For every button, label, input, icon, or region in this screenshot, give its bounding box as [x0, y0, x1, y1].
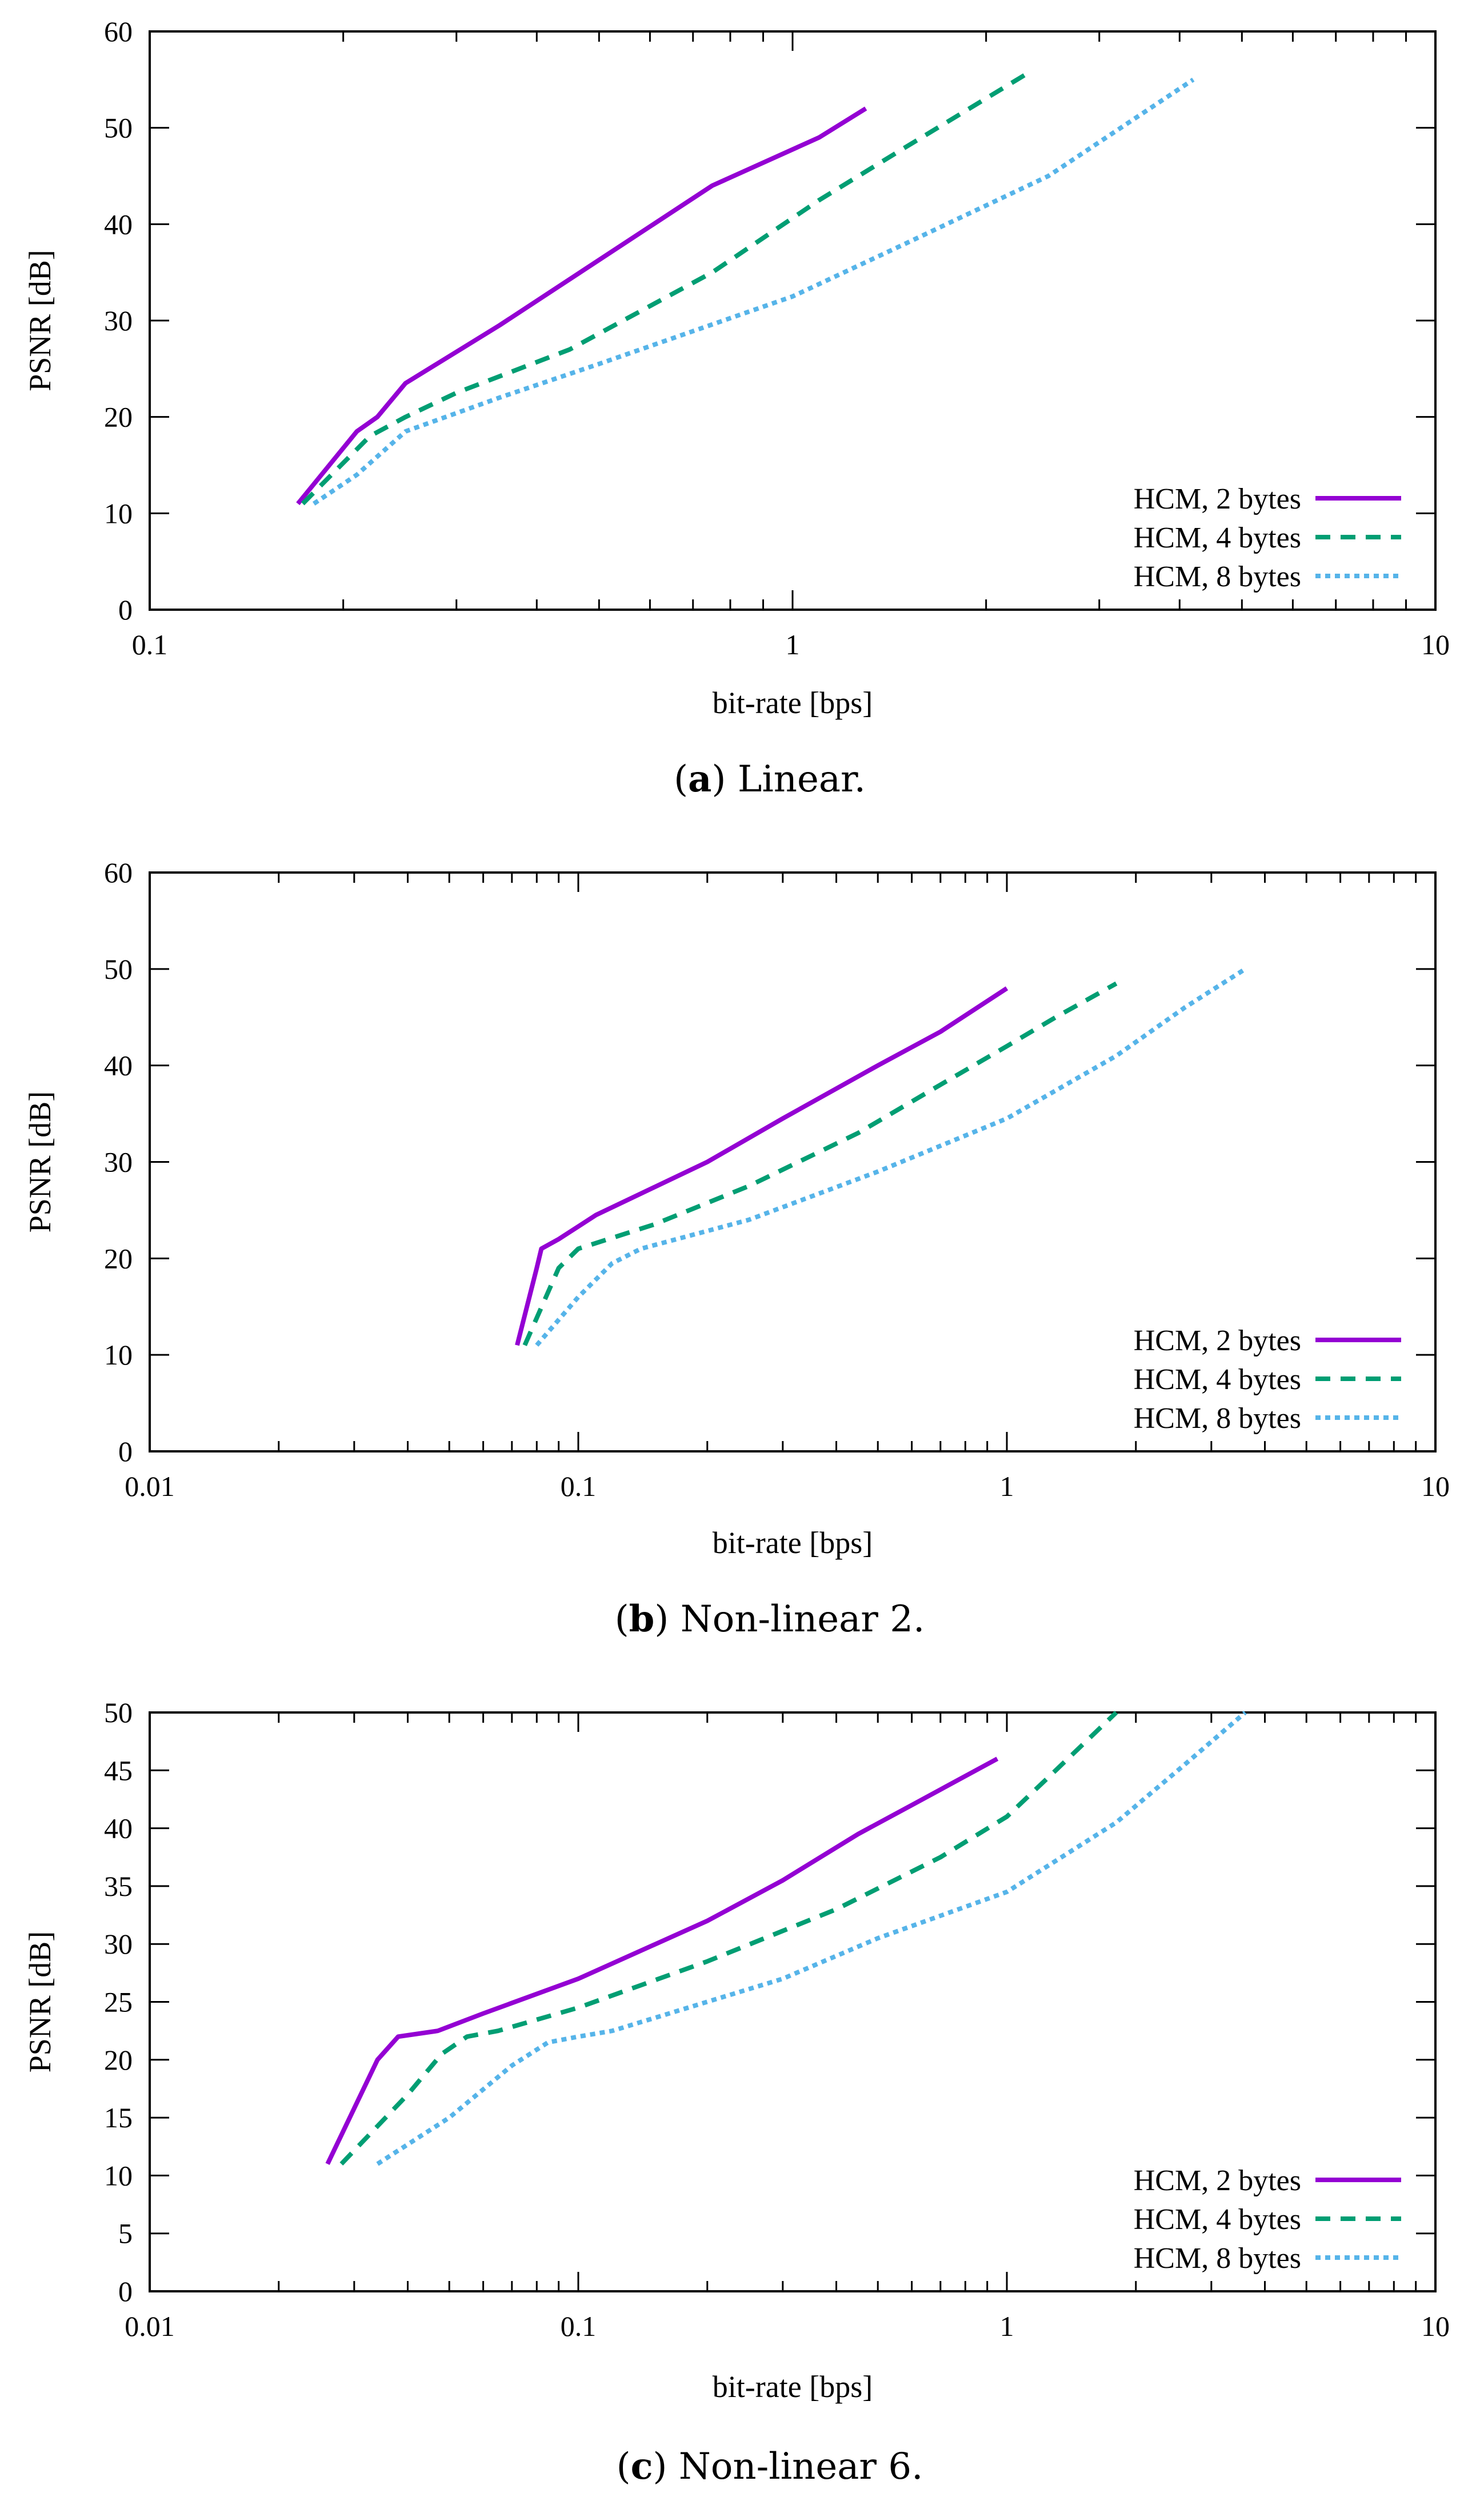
y-tick-label: 5	[118, 2218, 133, 2250]
y-tick-label: 40	[104, 208, 133, 240]
series-line-3	[312, 77, 1195, 506]
y-tick-label: 60	[104, 15, 133, 47]
x-tick-label: 0.01	[125, 1470, 175, 1502]
legend-label: HCM, 2 bytes	[1134, 483, 1301, 515]
caption: (c) Non-linear 6.	[617, 2445, 923, 2488]
legend-label: HCM, 2 bytes	[1134, 1324, 1301, 1357]
series-line-1	[325, 1756, 999, 2165]
caption: (b) Non-linear 2.	[615, 1598, 925, 1640]
x-tick-label: 0.1	[132, 629, 168, 661]
x-axis-label: bit-rate [bps]	[713, 2370, 873, 2404]
y-axis-label: PSNR [dB]	[23, 250, 57, 391]
chart-panel-a: 0.1 1 10 0 10 20 30 40 50 60 bit-rate [bps] PSNR [d…	[23, 15, 1450, 801]
y-tick-label: 50	[104, 1696, 133, 1728]
y-tick-label: 20	[104, 2044, 133, 2076]
caption: (a) Linear.	[674, 758, 866, 801]
legend-label: HCM, 2 bytes	[1134, 2164, 1301, 2197]
chart-panel-b: 0.01 0.1 1 10 0 10 20 30 40 50 60 bit-rate [bps] PSN…	[23, 857, 1450, 1640]
y-tick-label: 0	[118, 594, 133, 626]
y-tick-label: 10	[104, 1339, 133, 1371]
y-tick-label: 30	[104, 1928, 133, 1960]
y-tick-label: 10	[104, 497, 133, 529]
chart-panel-c: 0.01 0.1 1 10 0 5 10 15 20 25 30 35 40 45 50 bit-rate […	[23, 1696, 1450, 2488]
legend-label: HCM, 4 bytes	[1134, 1363, 1301, 1396]
series-line-3	[376, 1710, 1247, 2166]
x-tick-label: 1	[1000, 1470, 1014, 1502]
y-tick-label: 25	[104, 1986, 133, 2018]
x-tick-label: 1	[786, 629, 800, 661]
series-line-2	[522, 981, 1118, 1346]
x-tick-label: 10	[1421, 1470, 1450, 1502]
y-axis-label: PSNR [dB]	[23, 1091, 57, 1233]
y-tick-label: 60	[104, 857, 133, 889]
series-line-2	[301, 73, 1026, 506]
y-tick-label: 40	[104, 1812, 133, 1844]
y-tick-label: 30	[104, 1146, 133, 1178]
x-axis-label: bit-rate [bps]	[713, 686, 873, 720]
y-tick-label: 15	[104, 2102, 133, 2134]
y-tick-label: 30	[104, 305, 133, 337]
legend-label: HCM, 4 bytes	[1134, 2203, 1301, 2236]
series-line-2	[339, 1711, 1118, 2166]
legend-label: HCM, 4 bytes	[1134, 522, 1301, 554]
x-axis-label: bit-rate [bps]	[713, 1526, 873, 1560]
y-tick-label: 50	[104, 953, 133, 985]
x-tick-label: 0.1	[561, 1470, 597, 1502]
y-tick-label: 20	[104, 1242, 133, 1274]
y-tick-label: 20	[104, 401, 133, 433]
y-tick-label: 0	[118, 1435, 133, 1467]
series-line-1	[296, 106, 867, 506]
y-tick-label: 0	[118, 2275, 133, 2307]
legend-label: HCM, 8 bytes	[1134, 561, 1301, 593]
x-tick-label: 1	[1000, 2310, 1014, 2342]
y-tick-label: 40	[104, 1050, 133, 1082]
x-tick-label: 10	[1421, 2310, 1450, 2342]
legend-label: HCM, 8 bytes	[1134, 1402, 1301, 1435]
y-tick-label: 45	[104, 1754, 133, 1786]
y-tick-label: 10	[104, 2159, 133, 2191]
x-tick-label: 10	[1421, 629, 1450, 661]
x-tick-label: 0.01	[125, 2310, 175, 2342]
y-tick-label: 50	[104, 112, 133, 144]
x-tick-label: 0.1	[561, 2310, 597, 2342]
legend-label: HCM, 8 bytes	[1134, 2242, 1301, 2275]
y-tick-label: 35	[104, 1870, 133, 1902]
series-line-1	[515, 986, 1009, 1346]
series-line-3	[535, 967, 1247, 1347]
y-axis-label: PSNR [dB]	[23, 1931, 57, 2073]
